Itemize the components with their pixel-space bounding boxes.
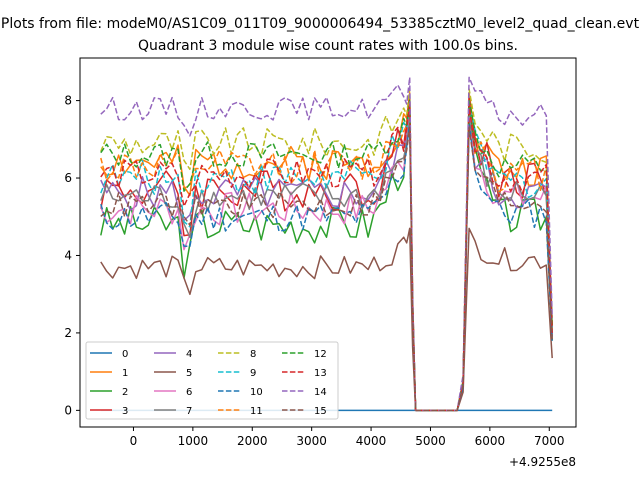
y-tick-label-6: 6 (64, 171, 72, 185)
y-axis: 0 2 4 6 8 (64, 94, 80, 417)
y-tick-label-2: 2 (64, 326, 72, 340)
series-9-line (100, 103, 553, 412)
legend-label-2: 2 (122, 387, 128, 398)
legend-label-4: 4 (186, 349, 192, 360)
legend-label-1: 1 (122, 368, 128, 379)
legend-label-6: 6 (186, 387, 192, 398)
series-5-line (100, 227, 553, 412)
legend-label-5: 5 (186, 368, 192, 379)
legend-label-3: 3 (122, 406, 128, 417)
y-tick-label-0: 0 (64, 403, 72, 417)
series-12-line (100, 99, 553, 412)
series-15-line (100, 126, 553, 412)
x-tick-label-5000: 5000 (415, 434, 446, 448)
x-tick-label-2000: 2000 (237, 434, 268, 448)
legend-label-10: 10 (250, 387, 263, 398)
x-tick-label-3000: 3000 (296, 434, 327, 448)
x-tick-label-7000: 7000 (534, 434, 565, 448)
series-14-line (100, 76, 553, 412)
x-tick-label-6000: 6000 (475, 434, 506, 448)
legend-label-13: 13 (314, 368, 327, 379)
legend-label-11: 11 (250, 406, 263, 417)
x-tick-label-0: 0 (130, 434, 138, 448)
legend-label-9: 9 (250, 368, 256, 379)
chart-title: Quadrant 3 module wise count rates with … (138, 38, 518, 54)
series-8-line (100, 88, 553, 412)
legend-label-0: 0 (122, 349, 128, 360)
x-tick-label-1000: 1000 (178, 434, 209, 448)
legend-label-7: 7 (186, 406, 192, 417)
x-offset-text: +4.9255e8 (509, 455, 576, 469)
legend-label-14: 14 (314, 387, 327, 398)
series-10-line (100, 123, 553, 412)
plot-frame (79, 57, 577, 428)
legend-label-15: 15 (314, 406, 327, 417)
legend-label-12: 12 (314, 349, 327, 360)
y-tick-label-8: 8 (64, 94, 72, 108)
legend-label-8: 8 (250, 349, 256, 360)
y-tick-label-4: 4 (64, 248, 72, 262)
x-tick-label-4000: 4000 (356, 434, 387, 448)
series-layer (100, 76, 553, 412)
suptitle: Plots from file: modeM0/AS1C09_011T09_90… (1, 16, 640, 32)
x-axis: 0 1000 2000 3000 4000 5000 6000 7000 (130, 427, 565, 448)
legend-box (85, 341, 339, 420)
series-13-line (100, 103, 553, 412)
